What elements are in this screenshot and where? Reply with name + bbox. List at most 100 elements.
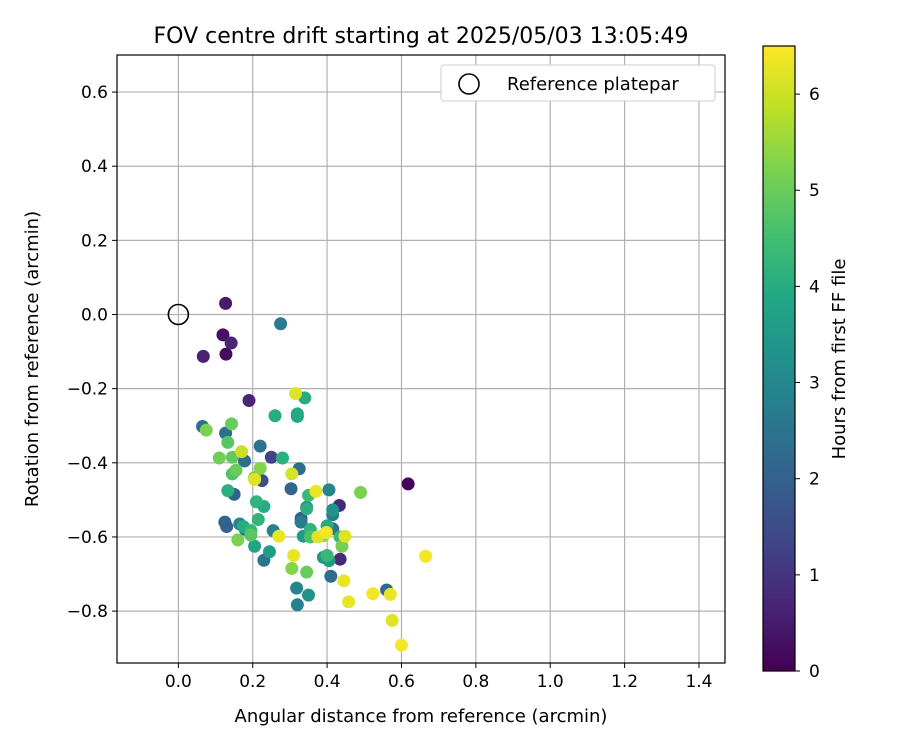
x-tick-label: 1.4: [685, 672, 712, 692]
data-point: [309, 484, 323, 498]
data-point: [322, 483, 336, 497]
data-point: [251, 513, 265, 527]
data-point: [235, 445, 249, 459]
colorbar-ticks: 0 1 2 3 4 5 6: [795, 85, 820, 682]
data-point: [224, 336, 238, 350]
data-point: [244, 528, 258, 542]
data-point: [196, 349, 210, 363]
data-point: [248, 539, 262, 553]
data-point: [300, 502, 314, 516]
colorbar-tick-label: 6: [809, 85, 820, 105]
data-point: [354, 485, 368, 499]
data-point: [337, 574, 351, 588]
y-tick-label: 0.0: [81, 306, 108, 326]
colorbar-tick-label: 2: [809, 470, 820, 490]
data-point: [319, 526, 333, 540]
data-point: [383, 587, 397, 601]
legend-box: [440, 64, 716, 102]
grid-lines: [117, 55, 725, 663]
data-points: [196, 296, 433, 652]
x-axis-ticks: 0.0 0.2 0.4 0.6 0.8 1.0 1.2 1.4: [165, 663, 712, 692]
data-point: [338, 529, 352, 543]
data-point: [290, 581, 304, 595]
chart-title: FOV centre drift starting at 2025/05/03 …: [154, 24, 689, 49]
data-point: [342, 595, 356, 609]
colorbar-tick-label: 0: [809, 662, 820, 682]
data-point: [219, 296, 233, 310]
data-point: [324, 569, 338, 583]
data-point: [268, 409, 282, 423]
x-tick-label: 0.2: [239, 672, 266, 692]
data-point: [419, 549, 433, 563]
data-point: [275, 451, 289, 465]
data-point: [220, 520, 234, 534]
colorbar: 0 1 2 3 4 5 6 Hours from first FF file: [762, 45, 850, 682]
data-point: [221, 484, 235, 498]
y-tick-label: −0.8: [67, 602, 108, 622]
data-point: [284, 482, 298, 496]
y-tick-label: 0.6: [81, 83, 108, 103]
legend-label: Reference platepar: [507, 74, 679, 95]
colorbar-tick-label: 1: [809, 566, 820, 586]
data-point: [290, 598, 304, 612]
legend-marker-icon: [458, 73, 480, 95]
data-point: [221, 435, 235, 449]
data-point: [300, 565, 314, 579]
data-point: [366, 587, 380, 601]
x-tick-label: 0.4: [314, 672, 341, 692]
reference-point-marker: [167, 303, 190, 326]
data-point: [272, 529, 286, 543]
data-point: [212, 451, 226, 465]
y-tick-label: −0.4: [67, 454, 108, 474]
y-tick-label: 0.4: [81, 157, 108, 177]
data-point: [249, 495, 263, 509]
data-point: [290, 409, 304, 423]
data-point: [264, 450, 278, 464]
data-point: [401, 477, 415, 491]
colorbar-tick-label: 5: [809, 181, 820, 201]
data-point: [199, 423, 213, 437]
data-point: [253, 461, 267, 475]
colorbar-tick-label: 4: [809, 277, 820, 297]
data-point: [225, 417, 239, 431]
legend: Reference platepar: [440, 64, 716, 102]
data-point: [274, 317, 288, 331]
plot-frame: [116, 54, 726, 664]
data-point: [326, 503, 340, 517]
data-point: [262, 545, 276, 559]
data-point: [248, 472, 262, 486]
data-point: [287, 548, 301, 562]
y-tick-label: 0.2: [81, 231, 108, 251]
x-tick-label: 1.2: [611, 672, 638, 692]
x-tick-label: 1.0: [537, 672, 564, 692]
colorbar-gradient: [762, 45, 796, 672]
y-axis-label: Rotation from reference (arcmin): [22, 211, 43, 507]
colorbar-label: Hours from first FF file: [829, 259, 850, 460]
data-point: [294, 515, 308, 529]
x-tick-label: 0.0: [165, 672, 192, 692]
data-point: [302, 588, 316, 602]
data-point: [285, 467, 299, 481]
colorbar-tick-label: 3: [809, 374, 820, 394]
data-point: [229, 463, 243, 477]
data-point: [285, 561, 299, 575]
data-point: [288, 386, 302, 400]
data-point: [231, 533, 245, 547]
data-point: [385, 613, 399, 627]
data-point: [335, 539, 349, 553]
data-point: [253, 439, 267, 453]
x-axis-label: Angular distance from reference (arcmin): [235, 706, 608, 727]
x-tick-label: 0.6: [388, 672, 415, 692]
data-point: [242, 394, 256, 408]
data-point: [333, 552, 347, 566]
data-point: [394, 638, 408, 652]
y-axis-ticks: 0.6 0.4 0.2 0.0 −0.2 −0.4 −0.6 −0.8: [67, 83, 117, 622]
y-tick-label: −0.6: [67, 528, 108, 548]
x-tick-label: 0.8: [462, 672, 489, 692]
data-point: [216, 328, 230, 342]
data-point: [219, 347, 233, 361]
y-tick-label: −0.2: [67, 380, 108, 400]
data-point: [320, 548, 334, 562]
